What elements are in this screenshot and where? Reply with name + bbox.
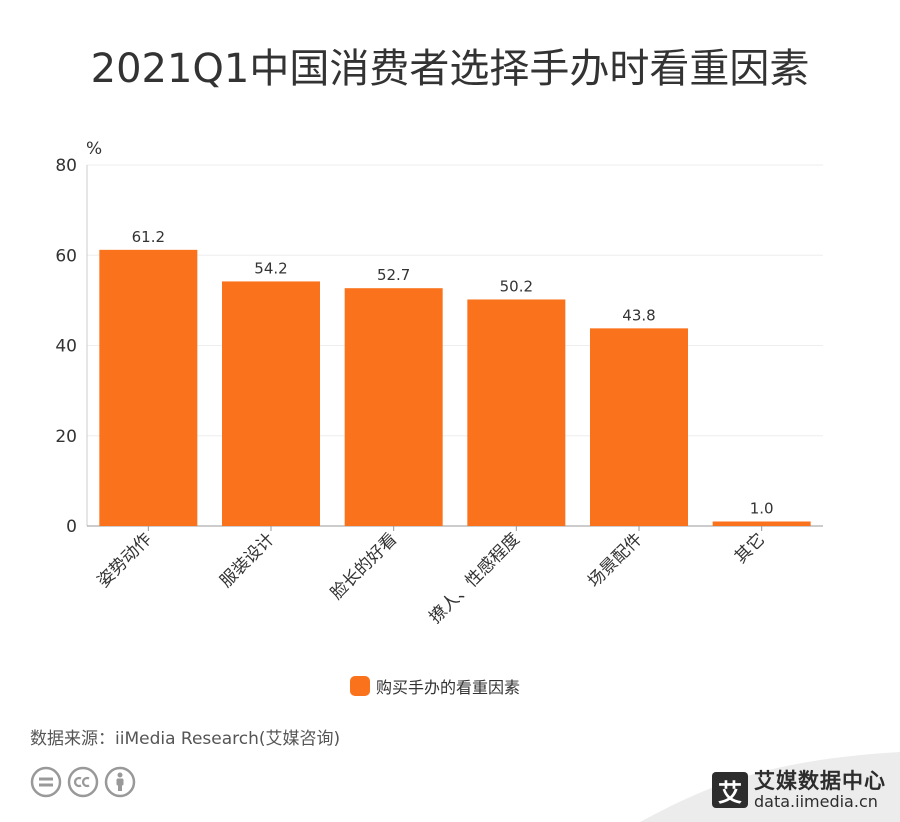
bar xyxy=(344,288,443,526)
y-tick-label: 40 xyxy=(55,337,77,357)
x-tick-label: 其它 xyxy=(731,529,769,567)
cc-icon xyxy=(67,766,99,798)
data-source: 数据来源：iiMedia Research(艾媒咨询) xyxy=(30,729,341,749)
y-axis-unit: % xyxy=(86,139,102,159)
data-label: 1.0 xyxy=(750,499,774,517)
x-tick-label: 撩人、性感程度 xyxy=(426,529,524,627)
y-tick-label: 80 xyxy=(55,156,77,176)
data-label: 61.2 xyxy=(132,228,165,246)
license-icons xyxy=(30,766,136,798)
brand-url: data.iimedia.cn xyxy=(754,792,878,812)
cc-equals-icon xyxy=(30,766,62,798)
x-tick-label: 姿势动作 xyxy=(94,529,156,591)
bar xyxy=(99,249,198,526)
data-label: 52.7 xyxy=(377,266,410,284)
bar xyxy=(712,521,811,526)
legend-swatch xyxy=(350,676,370,696)
x-tick-label: 服装设计 xyxy=(216,529,278,591)
y-tick-label: 0 xyxy=(66,517,77,537)
brand-logo: 艾 xyxy=(712,772,748,809)
bar xyxy=(467,299,566,526)
x-tick-label: 脸长的好看 xyxy=(327,529,401,603)
x-tick-label: 场景配件 xyxy=(584,529,646,591)
data-label: 43.8 xyxy=(622,306,655,324)
data-label: 54.2 xyxy=(254,259,287,277)
brand-name: 艾媒数据中心 xyxy=(754,769,886,793)
bar-chart: 0 20 40 60 80% 61.2 姿势动作 54.2 服装设计 52.7 脸长的好看 50.2 撩… xyxy=(55,139,823,628)
data-label: 50.2 xyxy=(500,277,533,295)
legend[interactable]: 购买手办的看重因素 xyxy=(350,674,520,698)
legend-label: 购买手办的看重因素 xyxy=(376,678,521,697)
chart-title: 2021Q1中国消费者选择手办时看重因素 xyxy=(90,46,810,92)
bar xyxy=(222,281,320,526)
y-tick-label: 60 xyxy=(55,246,77,266)
y-tick-label: 20 xyxy=(55,427,77,447)
brand: 艾 艾媒数据中心 data.iimedia.cn xyxy=(712,769,886,812)
bar xyxy=(590,328,688,526)
cc-by-person-icon xyxy=(104,766,136,798)
